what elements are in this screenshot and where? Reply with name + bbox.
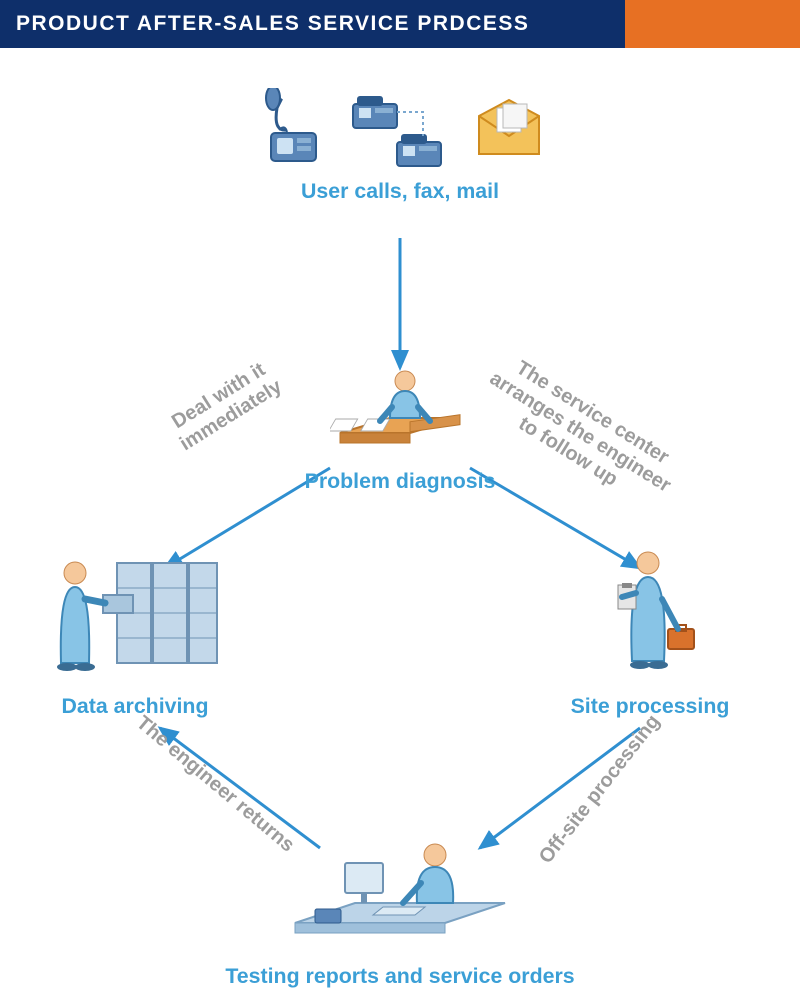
node-reports-label: Testing reports and service orders [190, 964, 610, 989]
person-cabinet-icon [30, 543, 240, 688]
phones-mail-icon [220, 88, 580, 173]
diagram-canvas: User calls, fax, mail Problem diagnosis [0, 48, 800, 1000]
node-contact: User calls, fax, mail [220, 88, 580, 204]
header-title: PRODUCT AFTER-SALES SERVICE PRDCESS [0, 0, 625, 48]
node-site: Site processing [560, 543, 740, 719]
person-desk-icon [300, 363, 500, 463]
header-accent [625, 0, 800, 48]
header-bar: PRODUCT AFTER-SALES SERVICE PRDCESS [0, 0, 800, 48]
node-archive: Data archiving [30, 543, 240, 719]
node-diagnosis-label: Problem diagnosis [300, 469, 500, 494]
node-contact-label: User calls, fax, mail [220, 179, 580, 204]
person-briefcase-icon [560, 543, 740, 688]
